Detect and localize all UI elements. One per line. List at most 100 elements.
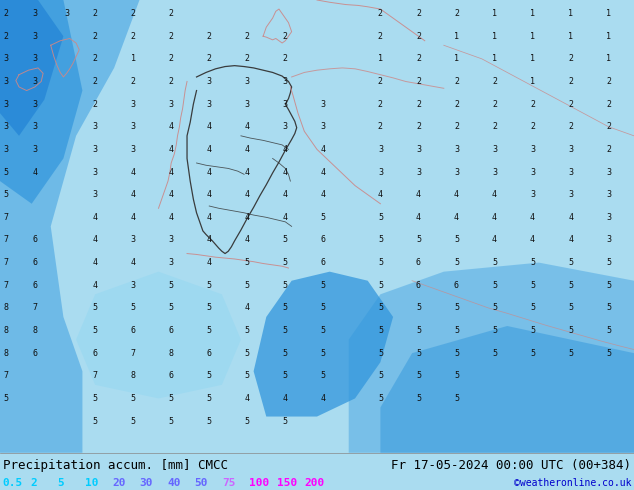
Text: 1: 1 [606, 54, 611, 63]
Text: 3: 3 [32, 122, 37, 131]
Text: 2: 2 [378, 99, 383, 109]
Text: 5: 5 [321, 371, 326, 380]
Text: 3: 3 [454, 145, 459, 154]
Text: 7: 7 [93, 371, 98, 380]
Text: 5: 5 [245, 349, 250, 358]
Text: 75: 75 [222, 478, 235, 488]
Text: 2: 2 [416, 122, 421, 131]
Text: 5: 5 [416, 371, 421, 380]
Text: 6: 6 [32, 258, 37, 267]
Text: 2: 2 [245, 54, 250, 63]
Text: 4: 4 [131, 213, 136, 222]
Text: 1: 1 [454, 32, 459, 41]
Text: 4: 4 [131, 168, 136, 176]
Text: 50: 50 [195, 478, 208, 488]
Text: 3: 3 [283, 122, 288, 131]
Text: 2: 2 [454, 77, 459, 86]
Text: 4: 4 [245, 190, 250, 199]
Text: 2: 2 [131, 77, 136, 86]
Text: 4: 4 [378, 190, 383, 199]
Text: 4: 4 [530, 236, 535, 245]
Text: ©weatheronline.co.uk: ©weatheronline.co.uk [514, 478, 631, 488]
Text: 5: 5 [416, 326, 421, 335]
Text: 40: 40 [167, 478, 181, 488]
Text: 1: 1 [492, 54, 497, 63]
Text: 30: 30 [139, 478, 153, 488]
Text: 2: 2 [492, 122, 497, 131]
Text: 5: 5 [454, 326, 459, 335]
Text: 2: 2 [606, 145, 611, 154]
Text: 5: 5 [283, 371, 288, 380]
Text: 4: 4 [454, 213, 459, 222]
Text: 5: 5 [321, 281, 326, 290]
Text: 3: 3 [568, 168, 573, 176]
Text: 2: 2 [4, 9, 9, 18]
Text: 3: 3 [131, 236, 136, 245]
Text: 3: 3 [131, 145, 136, 154]
Text: 7: 7 [131, 349, 136, 358]
Text: 5: 5 [321, 303, 326, 313]
Text: 6: 6 [93, 349, 98, 358]
Text: 7: 7 [32, 303, 37, 313]
Text: 4: 4 [321, 190, 326, 199]
Text: 2: 2 [378, 77, 383, 86]
Text: 7: 7 [4, 236, 9, 245]
Text: 4: 4 [530, 213, 535, 222]
Text: 7: 7 [4, 371, 9, 380]
Text: 5: 5 [207, 326, 212, 335]
Text: 1: 1 [530, 77, 535, 86]
Text: 5: 5 [283, 303, 288, 313]
Text: 2: 2 [606, 122, 611, 131]
Text: 3: 3 [4, 54, 9, 63]
Text: 5: 5 [378, 326, 383, 335]
Text: 1: 1 [378, 54, 383, 63]
Text: 5: 5 [169, 416, 174, 426]
Text: 2: 2 [416, 77, 421, 86]
Text: 5: 5 [568, 303, 573, 313]
Text: 5: 5 [207, 281, 212, 290]
Text: 100: 100 [249, 478, 269, 488]
Text: 5: 5 [245, 326, 250, 335]
Text: 5: 5 [378, 371, 383, 380]
Text: 5: 5 [492, 326, 497, 335]
Text: 4: 4 [207, 213, 212, 222]
Text: 5: 5 [568, 349, 573, 358]
Text: 3: 3 [169, 99, 174, 109]
Polygon shape [349, 263, 634, 453]
Text: 6: 6 [169, 326, 174, 335]
Text: 1: 1 [568, 32, 573, 41]
Text: 8: 8 [4, 349, 9, 358]
Text: 5: 5 [245, 258, 250, 267]
Polygon shape [0, 0, 139, 453]
Text: 2: 2 [492, 99, 497, 109]
Text: 2: 2 [530, 122, 535, 131]
Text: 5: 5 [454, 394, 459, 403]
Text: 3: 3 [568, 190, 573, 199]
Text: 3: 3 [4, 99, 9, 109]
Text: 5: 5 [454, 258, 459, 267]
Text: 200: 200 [304, 478, 325, 488]
Text: 2: 2 [568, 54, 573, 63]
Text: 5: 5 [492, 281, 497, 290]
Text: 4: 4 [454, 190, 459, 199]
Text: 3: 3 [93, 190, 98, 199]
Text: 2: 2 [207, 54, 212, 63]
Text: 4: 4 [93, 236, 98, 245]
Text: 4: 4 [207, 168, 212, 176]
Text: 3: 3 [530, 145, 535, 154]
Text: 3: 3 [530, 190, 535, 199]
Text: 3: 3 [93, 168, 98, 176]
Text: 6: 6 [416, 281, 421, 290]
Text: 2: 2 [568, 122, 573, 131]
Text: 5: 5 [169, 394, 174, 403]
Text: 3: 3 [283, 99, 288, 109]
Text: 5: 5 [530, 258, 535, 267]
Text: 3: 3 [606, 236, 611, 245]
Text: 5: 5 [416, 349, 421, 358]
Text: 2: 2 [4, 32, 9, 41]
Polygon shape [0, 0, 63, 136]
Text: 4: 4 [93, 213, 98, 222]
Text: 4: 4 [169, 190, 174, 199]
Text: 5: 5 [568, 326, 573, 335]
Text: 5: 5 [4, 168, 9, 176]
